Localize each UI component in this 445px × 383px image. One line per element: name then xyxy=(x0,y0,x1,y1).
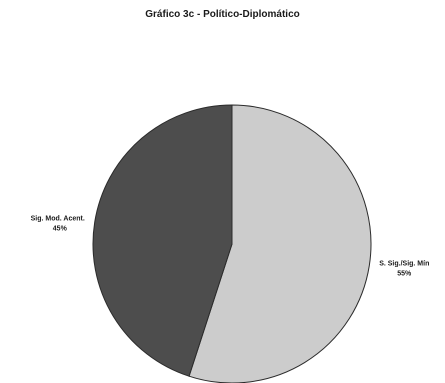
slice-percent-0: 55% xyxy=(397,271,412,278)
chart-title: Gráfico 3c - Político-Diplomático xyxy=(145,9,300,20)
pie-slice-sig-mod-acent xyxy=(92,104,233,377)
slice-label-1: Sig. Mod. Acent. xyxy=(31,215,85,222)
slice-percent-1: 45% xyxy=(53,225,68,232)
pie-slice-s-sig-sig-m-n xyxy=(188,104,372,383)
slice-label-0: S. Sig./Sig. Mín xyxy=(379,261,429,268)
